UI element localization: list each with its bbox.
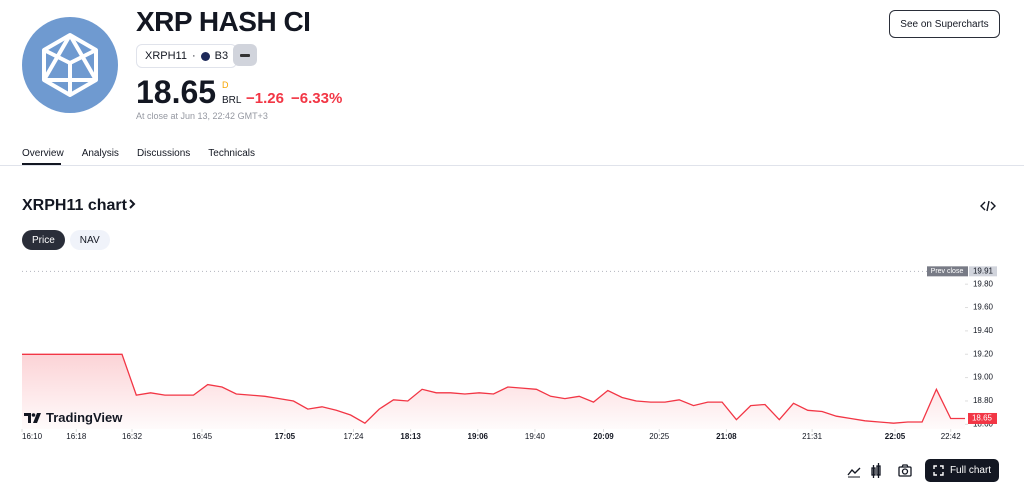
x-tick-label: 17:24 [343,432,364,441]
currency: BRL [222,95,242,106]
x-tick-label: 20:25 [649,432,670,441]
supercharts-button[interactable]: See on Supercharts [889,10,1000,38]
watermark-icon [24,412,41,423]
toggles: Price NAV [22,230,110,250]
candle-icon [871,463,881,478]
line-style-button[interactable] [843,460,865,482]
price-flag: D [222,80,229,90]
toggle-price[interactable]: Price [22,230,65,250]
price: 18.65 [136,74,217,110]
x-tick-label: 21:08 [716,432,737,441]
x-tick-label: 19:40 [525,432,546,441]
last-price-tag [968,412,997,424]
area [22,354,965,429]
embed-icon[interactable] [980,200,996,212]
change: −1.26 [246,90,284,107]
x-tick-label: 16:10 [22,432,43,441]
x-tick-label: 19:06 [468,432,489,441]
active-tab-underline [22,163,61,165]
y-tick-label: 18.80 [973,396,994,405]
y-tick-label: 19.80 [973,279,994,288]
x-tick-label: 16:45 [192,432,213,441]
x-tick-label: 18:13 [400,432,421,441]
watermark: TradingView [24,410,122,425]
line-icon [847,467,861,478]
change-percent: −6.33% [291,90,343,107]
prev-close-tag [927,266,968,277]
prev-close-value-tag [969,266,997,277]
logo [22,17,118,113]
watermark-text: TradingView [46,410,123,425]
full-chart-button[interactable]: Full chart [925,459,999,482]
chevron [129,199,136,209]
chart: 18.6018.8019.0019.2019.4019.6019.8016:10… [21,266,997,441]
tab[interactable]: Analysis [81,148,119,159]
x-tick-label: 17:05 [275,432,296,441]
y-tick-label: 19.40 [973,326,994,335]
tab[interactable]: Discussions [136,148,191,159]
exchange-icon [200,51,210,61]
tab[interactable]: Technicals [208,148,255,159]
divider [0,165,1024,166]
separator: · [191,50,196,62]
price-line [22,353,965,425]
toggle-nav[interactable]: NAV [69,230,110,250]
x-tick-label: 22:42 [941,432,962,441]
candle-style-button[interactable] [865,460,887,482]
last-price-label: 18.65 [972,414,993,423]
ticker-chip[interactable]: XRPH11 · B3 [136,44,238,68]
x-tick-label: 21:31 [802,432,823,441]
x-tick-label: 16:18 [66,432,87,441]
x-tick-label: 20:09 [593,432,614,441]
chart-heading[interactable]: XRPH11 chart [22,197,137,215]
close-note: At close at Jun 13, 22:42 GMT+3 [136,111,268,121]
snapshot-button[interactable] [894,460,916,482]
logo-icon [42,33,98,97]
full-chart-text: Full chart [949,465,992,476]
exchange: B3 [214,50,229,62]
y-tick-label: 19.00 [973,373,994,382]
x-tick-label: 16:32 [122,432,143,441]
prev-close-value: 19.91 [973,266,994,275]
x-tick-label: 22:05 [885,432,906,441]
title: XRP HASH CI [136,6,311,37]
tabs: Overview Analysis Discussions Technicals [22,148,255,159]
fullscreen-icon [933,465,944,476]
camera-icon [898,464,912,477]
y-tick-label: 19.20 [973,349,994,358]
prev-close-name: Prev close [931,268,964,275]
ticker: XRPH11 [145,50,187,62]
market-status [233,44,257,66]
tab[interactable]: Overview [22,148,64,159]
y-tick-label: 19.60 [973,303,994,312]
chart-heading-text: XRPH11 chart [22,197,127,214]
